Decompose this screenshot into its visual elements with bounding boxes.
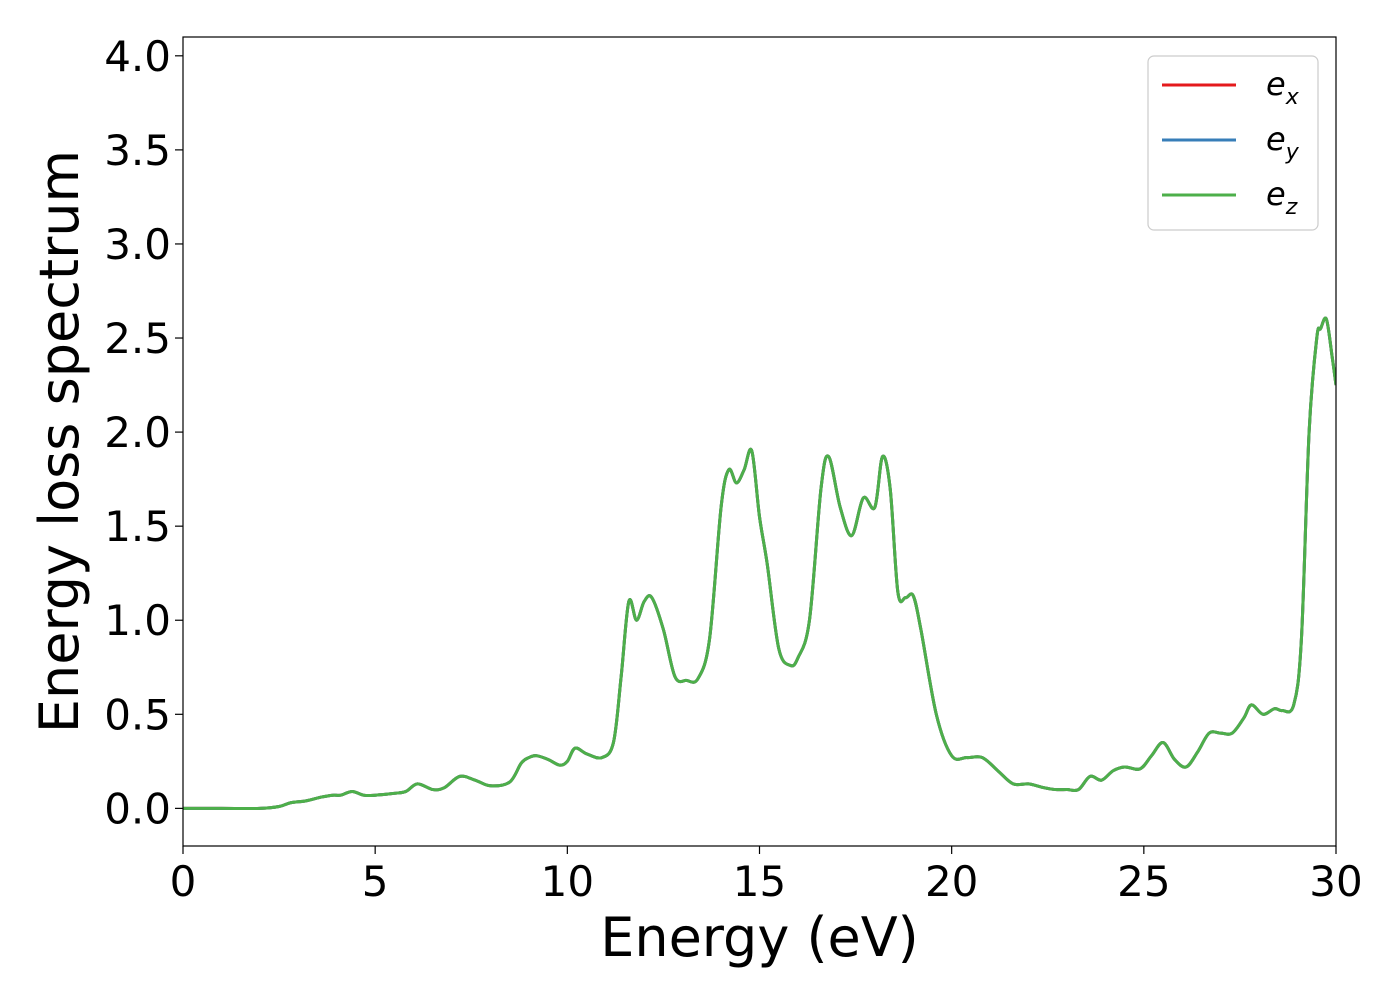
y-tick-label: 4.0	[104, 32, 171, 81]
legend-label: ex	[1266, 65, 1300, 110]
y-tick-label: 2.0	[104, 408, 171, 457]
legend-label: ez	[1266, 175, 1298, 220]
x-axis: 0 5 10 15 20 25 30	[170, 846, 1363, 906]
y-axis-title: Energy loss spectrum	[28, 150, 91, 733]
y-tick-label: 3.0	[104, 220, 171, 269]
x-tick-label: 30	[1309, 857, 1362, 906]
legend-item: ey	[1162, 120, 1300, 165]
x-axis-title: Energy (eV)	[600, 906, 919, 969]
x-tick-label: 20	[925, 857, 978, 906]
y-tick-label: 1.0	[104, 596, 171, 645]
x-tick-label: 5	[362, 857, 389, 906]
y-tick-label: 0.0	[104, 784, 171, 833]
x-tick-label: 25	[1117, 857, 1170, 906]
legend: ex ey ez	[1147, 55, 1319, 231]
y-tick-label: 3.5	[104, 126, 171, 175]
x-tick-label: 15	[733, 857, 786, 906]
x-tick-label: 0	[170, 857, 197, 906]
series-layer	[183, 316, 1336, 811]
y-axis: 0.0 0.5 1.0 1.5 2.0 2.5 3.0 3.5 4.0	[104, 32, 183, 833]
series-line-e-x	[183, 316, 1336, 811]
x-tick-label: 10	[541, 857, 594, 906]
series-line-e-y	[183, 316, 1336, 811]
y-tick-label: 0.5	[104, 690, 171, 739]
series-line-e-z	[183, 316, 1336, 811]
legend-item: ex	[1162, 65, 1300, 110]
y-tick-label: 2.5	[104, 314, 171, 363]
legend-item: ez	[1162, 175, 1298, 220]
y-tick-label: 1.5	[104, 502, 171, 551]
legend-box	[1147, 55, 1319, 231]
legend-label: ey	[1266, 120, 1300, 165]
